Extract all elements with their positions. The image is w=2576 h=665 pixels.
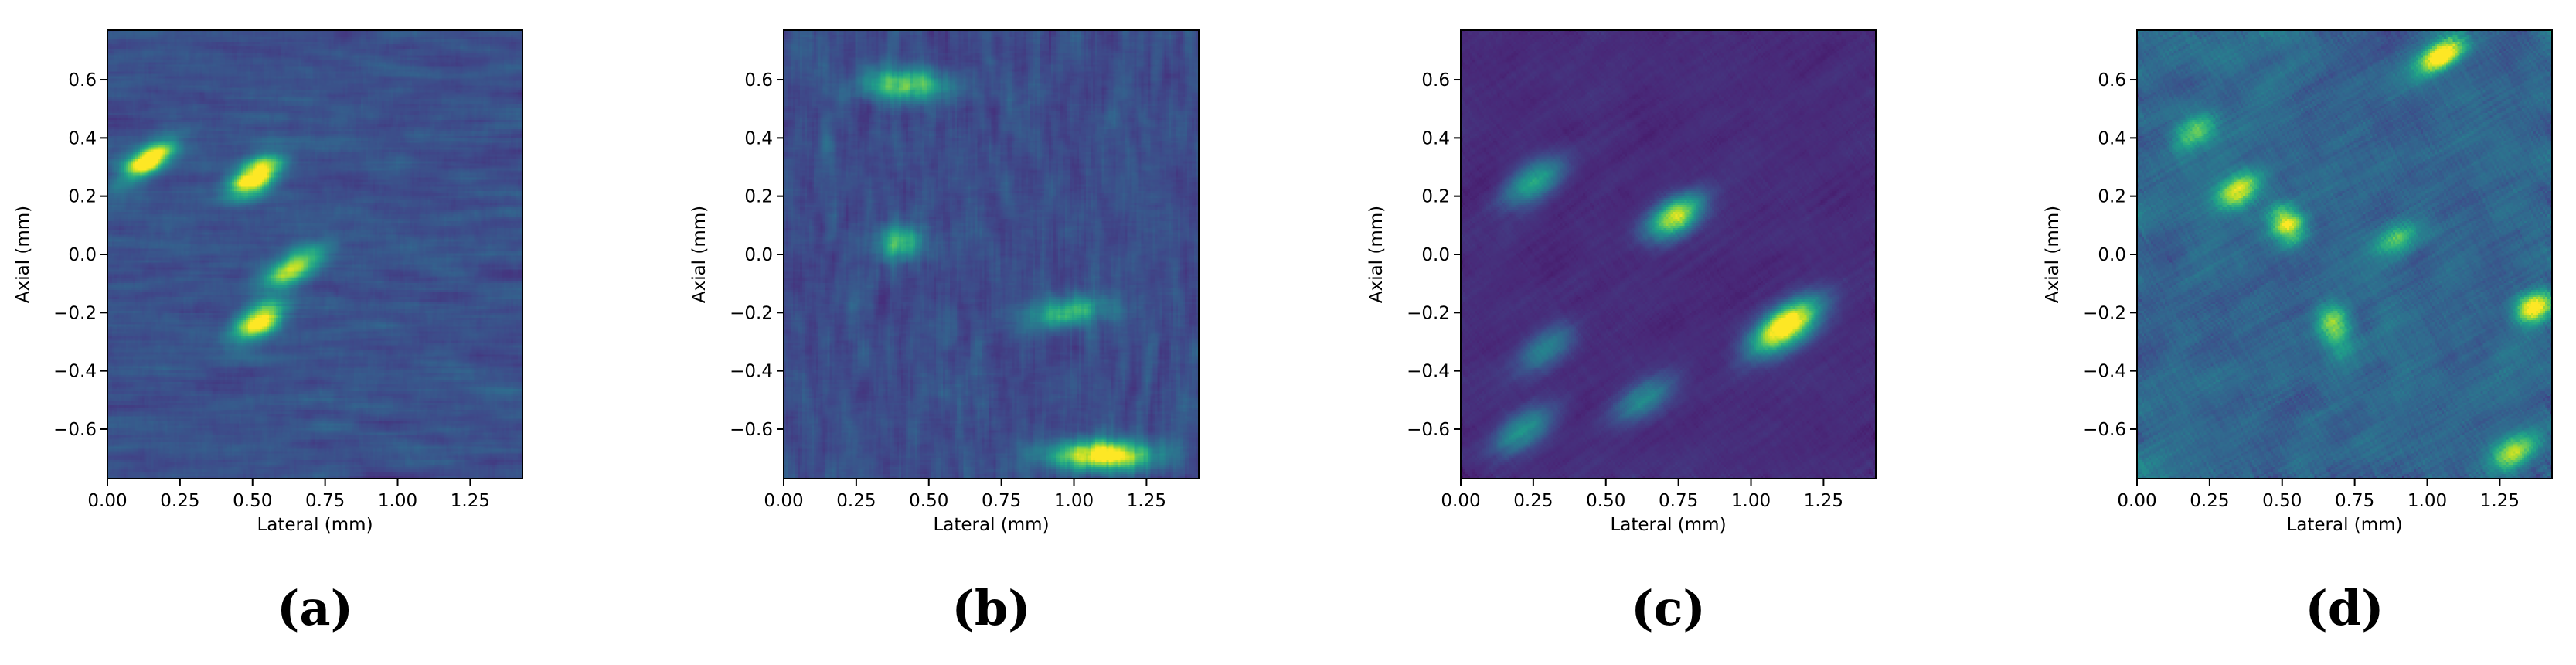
panel-caption: (a) bbox=[277, 580, 353, 636]
panel-b: 0.00 0.25 0.50 0.75 1.00 1.25 0.6 0.4 0.2 0.0 −0.2… bbox=[689, 29, 1200, 636]
x-tick-label: 0.00 bbox=[87, 491, 127, 511]
x-tick-label: 1.25 bbox=[1127, 491, 1166, 511]
x-tick-label: 0.25 bbox=[1513, 491, 1553, 511]
x-tick-label: 0.50 bbox=[909, 491, 948, 511]
y-tick-label: 0.2 bbox=[744, 187, 773, 207]
x-tick-label: 1.00 bbox=[1731, 491, 1771, 511]
x-tick-label: 0.00 bbox=[2117, 491, 2156, 511]
y-tick-label: −0.2 bbox=[2083, 303, 2126, 323]
heatmap-image bbox=[2137, 30, 2552, 479]
y-tick-label: 0.2 bbox=[68, 187, 97, 207]
panel-a: 0.00 0.25 0.50 0.75 1.00 1.25 0.6 0.4 0.2 0.0 −0.2… bbox=[13, 29, 523, 636]
x-axis-label: Lateral (mm) bbox=[2286, 515, 2402, 535]
panel-caption: (d) bbox=[2305, 580, 2384, 636]
y-tick-label: 0.4 bbox=[2098, 128, 2126, 148]
y-tick-label: −0.2 bbox=[53, 303, 97, 323]
x-tick-label: 0.00 bbox=[764, 491, 803, 511]
x-axis-label: Lateral (mm) bbox=[1610, 515, 1726, 535]
y-tick-label: −0.6 bbox=[53, 420, 97, 440]
x-tick-label: 0.50 bbox=[233, 491, 272, 511]
heatmap-image bbox=[1461, 30, 1876, 479]
y-tick-label: −0.4 bbox=[730, 362, 773, 382]
y-tick-label: −0.6 bbox=[1407, 420, 1450, 440]
x-tick-label: 0.25 bbox=[836, 491, 876, 511]
y-tick-label: 0.4 bbox=[744, 128, 773, 148]
y-tick-label: 0.0 bbox=[744, 245, 773, 265]
y-tick-label: 0.4 bbox=[68, 128, 97, 148]
x-tick-label: 0.75 bbox=[305, 491, 345, 511]
x-tick-label: 0.50 bbox=[1586, 491, 1625, 511]
x-axis-label: Lateral (mm) bbox=[933, 515, 1049, 535]
y-tick-label: −0.6 bbox=[730, 420, 773, 440]
y-tick-label: 0.6 bbox=[2098, 70, 2126, 90]
y-axis-label: Axial (mm) bbox=[13, 206, 33, 303]
y-tick-label: −0.6 bbox=[2083, 420, 2126, 440]
x-tick-label: 0.75 bbox=[1659, 491, 1698, 511]
y-tick-label: 0.0 bbox=[68, 245, 97, 265]
y-tick-label: −0.4 bbox=[2083, 362, 2126, 382]
x-tick-label: 0.25 bbox=[2190, 491, 2229, 511]
x-tick-label: 0.75 bbox=[2335, 491, 2374, 511]
x-tick-label: 1.00 bbox=[1054, 491, 1094, 511]
heatmap-image bbox=[784, 30, 1199, 479]
y-tick-label: −0.4 bbox=[53, 362, 97, 382]
y-tick-label: −0.2 bbox=[1407, 303, 1450, 323]
x-tick-label: 0.75 bbox=[982, 491, 1021, 511]
y-tick-label: 0.2 bbox=[2098, 187, 2126, 207]
y-tick-label: −0.2 bbox=[730, 303, 773, 323]
x-axis-label: Lateral (mm) bbox=[257, 515, 373, 535]
y-tick-label: 0.6 bbox=[744, 70, 773, 90]
y-tick-label: 0.6 bbox=[68, 70, 97, 90]
x-tick-label: 1.25 bbox=[2480, 491, 2520, 511]
y-tick-label: 0.6 bbox=[1421, 70, 1450, 90]
x-tick-label: 0.50 bbox=[2262, 491, 2302, 511]
y-tick-label: −0.4 bbox=[1407, 362, 1450, 382]
x-tick-label: 0.25 bbox=[160, 491, 199, 511]
x-tick-label: 0.00 bbox=[1441, 491, 1480, 511]
x-tick-label: 1.25 bbox=[451, 491, 490, 511]
y-tick-label: 0.0 bbox=[1421, 245, 1450, 265]
x-tick-label: 1.00 bbox=[2408, 491, 2447, 511]
x-tick-label: 1.00 bbox=[378, 491, 417, 511]
panel-caption: (b) bbox=[951, 580, 1030, 636]
x-tick-label: 1.25 bbox=[1804, 491, 1843, 511]
y-axis-label: Axial (mm) bbox=[689, 206, 710, 303]
heatmap-image bbox=[107, 30, 522, 479]
panel-d: 0.00 0.25 0.50 0.75 1.00 1.25 0.6 0.4 0.2 0.0 −0.2… bbox=[2043, 29, 2553, 636]
panel-c: 0.00 0.25 0.50 0.75 1.00 1.25 0.6 0.4 0.2 0.0 −0.2… bbox=[1366, 29, 1877, 636]
y-axis-label: Axial (mm) bbox=[2043, 206, 2063, 303]
panel-caption: (c) bbox=[1631, 580, 1705, 636]
y-axis-label: Axial (mm) bbox=[1366, 206, 1387, 303]
y-tick-label: 0.0 bbox=[2098, 245, 2126, 265]
y-tick-label: 0.2 bbox=[1421, 187, 1450, 207]
y-tick-label: 0.4 bbox=[1421, 128, 1450, 148]
